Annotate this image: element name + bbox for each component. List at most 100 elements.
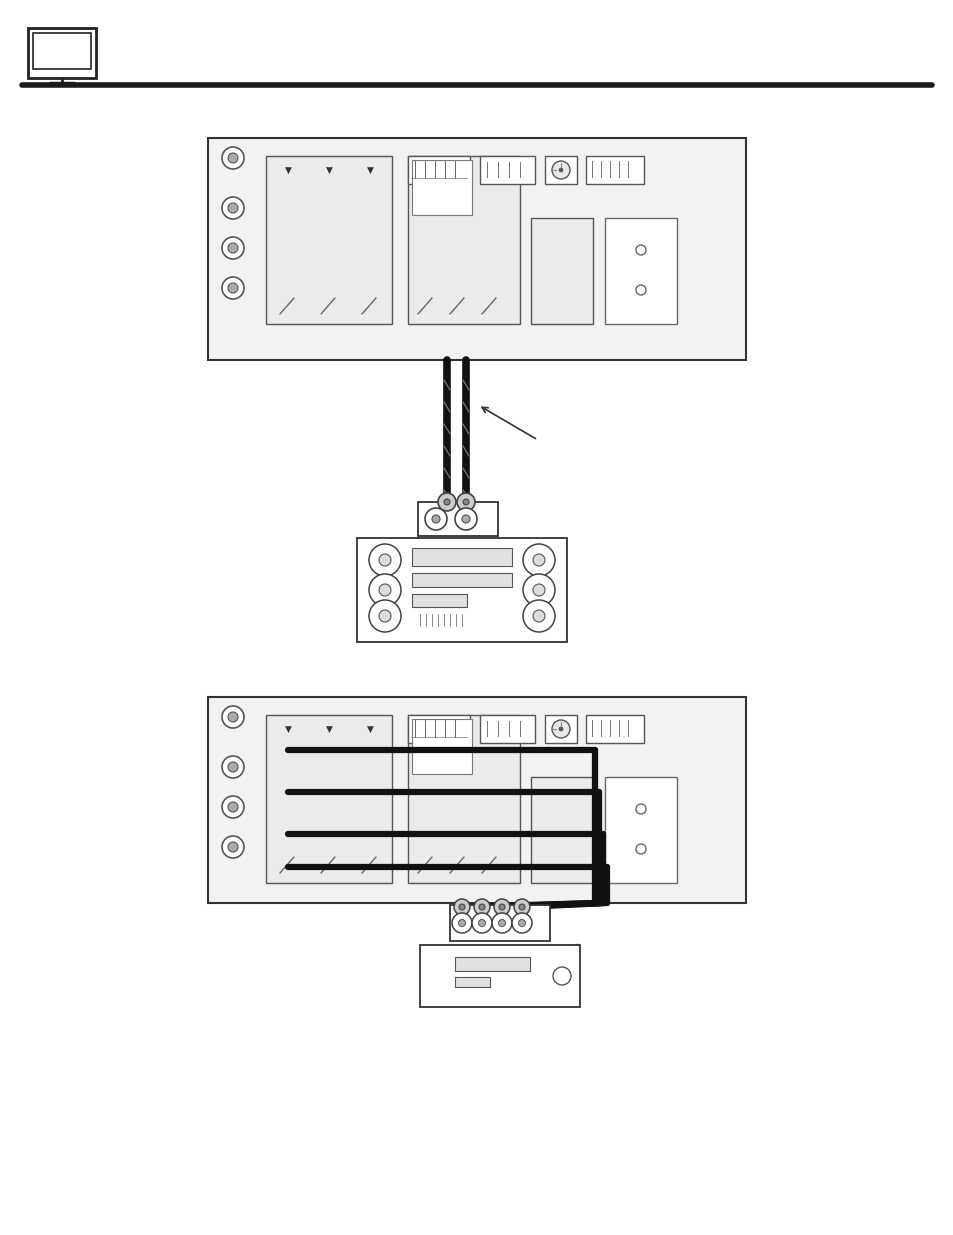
- Circle shape: [320, 836, 336, 852]
- Bar: [408, 715, 470, 743]
- Text: ▼: ▼: [366, 165, 373, 174]
- Circle shape: [320, 193, 336, 209]
- Circle shape: [455, 508, 476, 530]
- Circle shape: [566, 829, 582, 845]
- Bar: [412, 548, 512, 566]
- Bar: [33, 33, 91, 69]
- Circle shape: [571, 236, 578, 243]
- Circle shape: [461, 515, 470, 522]
- Circle shape: [361, 752, 377, 768]
- Bar: [479, 156, 535, 184]
- Circle shape: [280, 836, 295, 852]
- Text: ▼: ▼: [325, 725, 332, 734]
- Circle shape: [222, 797, 244, 818]
- Circle shape: [422, 848, 429, 856]
- Circle shape: [571, 834, 578, 841]
- Circle shape: [361, 277, 377, 293]
- Circle shape: [454, 289, 461, 296]
- Circle shape: [571, 274, 578, 282]
- Bar: [356, 538, 566, 642]
- Circle shape: [366, 841, 374, 847]
- Bar: [531, 777, 593, 883]
- Circle shape: [378, 610, 391, 622]
- Circle shape: [543, 795, 550, 803]
- Circle shape: [566, 270, 582, 287]
- Circle shape: [280, 193, 295, 209]
- Circle shape: [222, 198, 244, 219]
- Circle shape: [498, 904, 504, 910]
- Circle shape: [472, 913, 492, 932]
- Bar: [412, 594, 467, 606]
- Circle shape: [222, 756, 244, 778]
- Circle shape: [228, 153, 237, 163]
- Circle shape: [280, 235, 295, 251]
- Text: ▼: ▼: [284, 725, 291, 734]
- Bar: [408, 715, 519, 883]
- Circle shape: [361, 794, 377, 810]
- Circle shape: [361, 836, 377, 852]
- Text: ▼: ▼: [366, 725, 373, 734]
- Circle shape: [486, 289, 493, 296]
- Circle shape: [512, 913, 532, 932]
- Circle shape: [228, 283, 237, 293]
- Circle shape: [417, 243, 434, 259]
- Circle shape: [325, 841, 333, 847]
- Circle shape: [432, 515, 439, 522]
- Circle shape: [518, 920, 525, 926]
- Circle shape: [454, 247, 461, 254]
- Bar: [28, 28, 96, 78]
- Bar: [408, 156, 470, 184]
- Circle shape: [533, 555, 544, 566]
- Circle shape: [228, 802, 237, 811]
- Circle shape: [222, 836, 244, 858]
- Bar: [419, 945, 579, 1007]
- Circle shape: [366, 799, 374, 805]
- Bar: [604, 777, 677, 883]
- Circle shape: [222, 237, 244, 259]
- Circle shape: [553, 967, 571, 986]
- Circle shape: [366, 240, 374, 247]
- Circle shape: [325, 198, 333, 205]
- Circle shape: [417, 285, 434, 301]
- Circle shape: [366, 198, 374, 205]
- Circle shape: [522, 600, 555, 632]
- Bar: [408, 156, 519, 324]
- Circle shape: [443, 499, 450, 505]
- Circle shape: [552, 161, 569, 179]
- Circle shape: [558, 727, 562, 731]
- Circle shape: [478, 920, 485, 926]
- Circle shape: [280, 794, 295, 810]
- Bar: [455, 977, 490, 987]
- Circle shape: [422, 806, 429, 814]
- Circle shape: [481, 285, 497, 301]
- Circle shape: [325, 240, 333, 247]
- Circle shape: [417, 844, 434, 860]
- Circle shape: [450, 802, 465, 818]
- Circle shape: [325, 757, 333, 763]
- Circle shape: [228, 762, 237, 772]
- Circle shape: [361, 235, 377, 251]
- Circle shape: [538, 270, 555, 287]
- Circle shape: [454, 899, 470, 915]
- Circle shape: [422, 289, 429, 296]
- Circle shape: [228, 243, 237, 253]
- Circle shape: [284, 841, 292, 847]
- Circle shape: [450, 285, 465, 301]
- Circle shape: [456, 493, 475, 511]
- Bar: [208, 697, 745, 903]
- Circle shape: [538, 790, 555, 806]
- Circle shape: [284, 282, 292, 289]
- Circle shape: [284, 799, 292, 805]
- Circle shape: [481, 243, 497, 259]
- Circle shape: [280, 752, 295, 768]
- Bar: [266, 156, 392, 324]
- Circle shape: [361, 193, 377, 209]
- Circle shape: [366, 282, 374, 289]
- Circle shape: [538, 232, 555, 248]
- Circle shape: [522, 543, 555, 576]
- Bar: [417, 501, 497, 536]
- Circle shape: [514, 899, 530, 915]
- Circle shape: [450, 243, 465, 259]
- Circle shape: [636, 844, 645, 853]
- Circle shape: [369, 600, 400, 632]
